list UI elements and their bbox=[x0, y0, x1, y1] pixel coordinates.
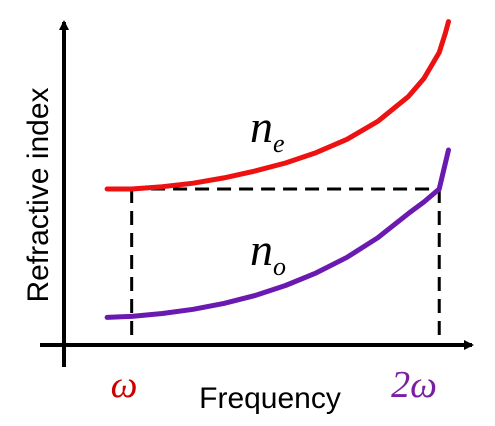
x-tick-2omega: 2ω bbox=[391, 364, 437, 406]
series-line-ne bbox=[104, 19, 451, 192]
series-line-no bbox=[104, 147, 451, 320]
series-label-no-sub: o bbox=[273, 252, 286, 281]
y-axis-label: Refractive index bbox=[22, 87, 55, 302]
series-label-ne-main: n bbox=[250, 101, 273, 152]
series-label-ne-sub: e bbox=[273, 129, 285, 158]
x-tick-omega: ω bbox=[111, 364, 138, 406]
series-label-no-main: n bbox=[250, 224, 273, 275]
series-label-ne: ne bbox=[250, 101, 285, 158]
series-group bbox=[104, 19, 451, 320]
x-axis-label: Frequency bbox=[199, 382, 341, 415]
series-label-no: no bbox=[250, 224, 286, 281]
